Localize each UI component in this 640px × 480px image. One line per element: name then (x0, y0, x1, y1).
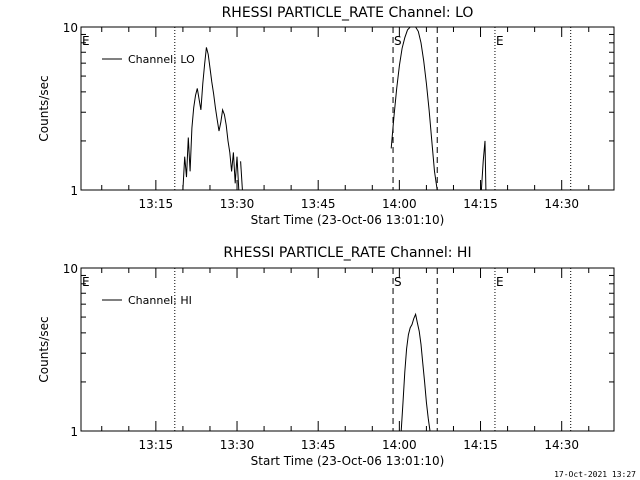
chart-title: RHESSI PARTICLE_RATE Channel: LO (222, 5, 474, 21)
chart-title: RHESSI PARTICLE_RATE Channel: HI (223, 245, 471, 261)
panel-hi: RHESSI PARTICLE_RATE Channel: HI 1 10 Count… (37, 245, 615, 468)
x-tick-label: 13:15 (139, 438, 174, 452)
series-line (480, 140, 487, 191)
x-axis-label: Start Time (23-Oct-06 13:01:10) (251, 213, 445, 227)
marker-label: S (394, 34, 402, 48)
y-tick-label: 10 (63, 21, 78, 35)
panel-lo: RHESSI PARTICLE_RATE Channel: LO 1 10 Count… (37, 5, 615, 227)
legend-label: Channel: HI (128, 294, 192, 307)
x-tick-label: 14:15 (463, 197, 498, 211)
x-tick-label: 14:30 (544, 438, 579, 452)
series-line (182, 47, 240, 191)
marker-label: E (496, 275, 504, 289)
marker-label: S (394, 275, 402, 289)
series-line (400, 312, 431, 432)
y-tick-label: 1 (70, 184, 78, 198)
series-line (390, 26, 438, 191)
x-tick-label: 14:00 (382, 438, 417, 452)
plot-frame (80, 26, 615, 191)
x-tick-label: 13:45 (301, 438, 336, 452)
y-tick-label: 10 (63, 262, 78, 276)
x-tick-label: 13:30 (220, 438, 255, 452)
marker-label: E (82, 34, 90, 48)
x-tick-label: 14:00 (382, 197, 417, 211)
marker-label: E (82, 275, 90, 289)
y-axis-label: Counts/sec (37, 75, 51, 141)
y-tick-label: 1 (70, 425, 78, 439)
series-line (240, 161, 243, 191)
marker-label: E (496, 34, 504, 48)
legend-label: Channel: LO (128, 53, 195, 66)
x-axis-label: Start Time (23-Oct-06 13:01:10) (251, 454, 445, 468)
y-axis-label: Counts/sec (37, 316, 51, 382)
plot-frame (80, 267, 615, 432)
x-tick-label: 13:45 (301, 197, 336, 211)
footer-timestamp: 17-Oct-2021 13:27 (554, 470, 636, 479)
x-tick-label: 13:30 (220, 197, 255, 211)
x-tick-label: 14:30 (544, 197, 579, 211)
x-tick-label: 14:15 (463, 438, 498, 452)
x-tick-label: 13:15 (139, 197, 174, 211)
